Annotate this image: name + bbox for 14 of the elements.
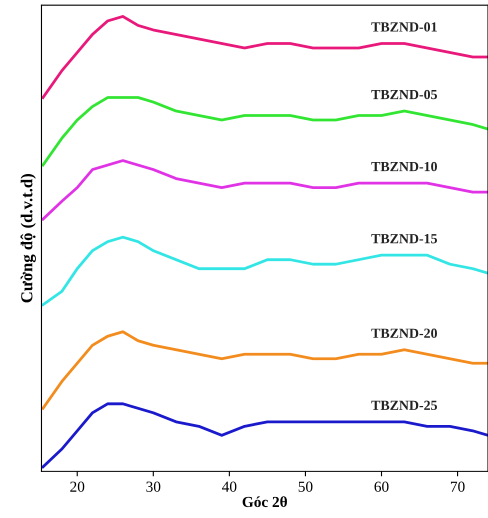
series-label: TBZND-05 (371, 90, 437, 100)
series-label: TBZND-10 (371, 162, 437, 172)
y-axis-title: Cường độ (d.v.t.d) (20, 174, 36, 302)
x-tick-label: 70 (450, 482, 465, 492)
x-tick-label: 50 (298, 482, 312, 492)
x-tick-label: 60 (374, 482, 389, 492)
series-label: TBZND-01 (371, 22, 437, 32)
series-label: TBZND-25 (371, 400, 437, 410)
series-label: TBZND-15 (371, 234, 437, 244)
x-tick-label: 20 (70, 482, 84, 492)
series-label: TBZND-20 (371, 328, 437, 338)
x-tick-label: 40 (222, 482, 236, 492)
x-tick-label: 30 (146, 482, 160, 492)
x-axis-title: Góc 2θ (242, 496, 287, 508)
